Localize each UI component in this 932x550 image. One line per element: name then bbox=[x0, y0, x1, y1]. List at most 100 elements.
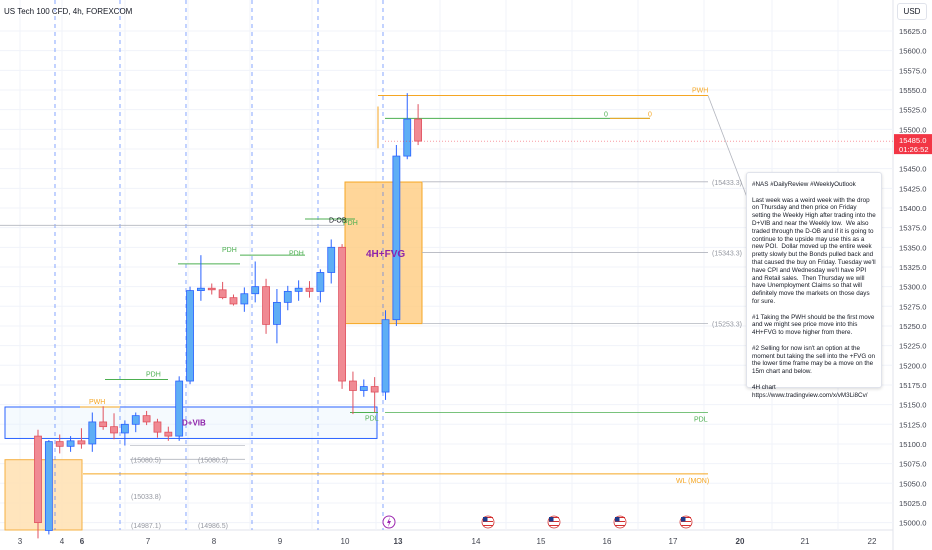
candle-bearish[interactable] bbox=[142, 410, 151, 426]
candle-bullish[interactable] bbox=[186, 286, 194, 385]
fvg-zone-box bbox=[344, 181, 423, 325]
candle-bullish[interactable] bbox=[403, 93, 412, 160]
flag-canton bbox=[681, 517, 686, 522]
candle-bullish[interactable] bbox=[359, 379, 368, 397]
candle-body bbox=[88, 421, 97, 445]
candle-body bbox=[55, 441, 64, 447]
candle-bearish[interactable] bbox=[262, 278, 270, 334]
candle-bearish[interactable] bbox=[338, 244, 346, 389]
candle-bullish[interactable] bbox=[327, 239, 336, 284]
candle-bullish[interactable] bbox=[251, 261, 260, 303]
candle-bullish[interactable] bbox=[294, 280, 303, 301]
pdh-label: PDH bbox=[343, 220, 358, 227]
candle-body bbox=[77, 440, 86, 445]
candle-bearish[interactable] bbox=[349, 371, 357, 415]
candle-bullish[interactable] bbox=[273, 289, 281, 344]
time-tick-label: 22 bbox=[868, 537, 877, 546]
idea-note: #NAS #DailyReview #WeeklyOutlook Last we… bbox=[746, 172, 882, 399]
flag-stripe bbox=[681, 519, 691, 520]
candle-bullish[interactable] bbox=[240, 287, 249, 312]
candle-bearish[interactable] bbox=[229, 294, 238, 306]
candle-body bbox=[207, 287, 216, 291]
chart-title: US Tech 100 CFD, 4h, FOREXCOM bbox=[4, 7, 133, 16]
candle-bullish[interactable] bbox=[283, 285, 292, 311]
candle-bearish[interactable] bbox=[305, 281, 314, 298]
candle-bearish[interactable] bbox=[218, 281, 227, 300]
price-tick-label: 15200.0 bbox=[899, 361, 926, 370]
candle-bearish[interactable] bbox=[34, 429, 42, 539]
lightning-event-icon[interactable] bbox=[382, 515, 396, 529]
price-tick-label: 15300.0 bbox=[899, 283, 926, 292]
candle-bullish[interactable] bbox=[392, 145, 401, 326]
candle-bearish[interactable] bbox=[370, 377, 379, 413]
candle-bullish[interactable] bbox=[131, 412, 140, 433]
price-tick-label: 15425.0 bbox=[899, 184, 926, 193]
us-flag-event-icon[interactable] bbox=[547, 515, 561, 529]
candles[interactable] bbox=[34, 93, 423, 539]
fvg-label: 4H+FVG bbox=[366, 249, 405, 260]
candle-bullish[interactable] bbox=[196, 255, 205, 301]
flag-stripe bbox=[549, 523, 559, 524]
candle-body bbox=[186, 290, 194, 382]
price-tick-label: 15050.0 bbox=[899, 479, 926, 488]
pwh-label-right: PWH bbox=[692, 88, 708, 95]
fib-zero-label: 0 bbox=[604, 111, 608, 118]
currency-button[interactable]: USD bbox=[897, 3, 927, 20]
candle-bullish[interactable] bbox=[316, 269, 325, 303]
pdl-label-left: PDL bbox=[365, 416, 379, 423]
flag-stripe bbox=[549, 521, 559, 522]
lightning-glyph bbox=[387, 517, 391, 527]
candle-bullish[interactable] bbox=[175, 376, 184, 441]
weekly-low-label: WL (MON) bbox=[676, 478, 709, 485]
us-flag-event-icon[interactable] bbox=[481, 515, 495, 529]
price-tick-label: 15350.0 bbox=[899, 243, 926, 252]
candle-bearish[interactable] bbox=[110, 413, 118, 440]
current-price-badge bbox=[894, 134, 932, 155]
time-axis[interactable]: 3 4 6 7 8 9 10 13 14 15 16 17 20 21 22 bbox=[18, 537, 877, 546]
fvg-level-label: (15433.3) bbox=[712, 180, 742, 187]
us-flag-event-icon[interactable] bbox=[613, 515, 627, 529]
flag-stripe bbox=[681, 521, 691, 522]
vib-level-label: (15080.5) bbox=[198, 457, 228, 464]
price-tick-label: 15225.0 bbox=[899, 342, 926, 351]
price-axis[interactable]: 15625.0 15600.0 15575.0 15550.0 15525.0 15500… bbox=[385, 27, 932, 528]
price-tick-label: 15400.0 bbox=[899, 204, 926, 213]
candle-body bbox=[66, 440, 75, 447]
candle-body bbox=[294, 287, 303, 292]
candle-body bbox=[34, 435, 42, 524]
candle-bullish[interactable] bbox=[88, 412, 97, 452]
candle-body bbox=[316, 272, 325, 292]
time-tick-label: 16 bbox=[603, 537, 612, 546]
price-tick-label: 15100.0 bbox=[899, 440, 926, 449]
time-tick-label: 9 bbox=[278, 537, 283, 546]
weekly-zone-box bbox=[4, 459, 83, 531]
candle-bearish[interactable] bbox=[207, 283, 216, 295]
flag-stripe bbox=[483, 525, 493, 526]
candle-body bbox=[414, 118, 423, 142]
flag-stripe bbox=[681, 523, 691, 524]
time-tick-label: 7 bbox=[146, 537, 151, 546]
candle-body bbox=[273, 301, 281, 325]
flag-stripe bbox=[549, 525, 559, 526]
candle-bullish[interactable] bbox=[120, 420, 129, 446]
candle-bearish[interactable] bbox=[153, 418, 162, 438]
flag-stripe bbox=[615, 519, 625, 520]
time-tick-label: 6 bbox=[80, 537, 85, 546]
time-tick-label: 20 bbox=[736, 537, 745, 546]
pdl-label-right: PDL bbox=[694, 417, 708, 424]
candle-bearish[interactable] bbox=[77, 428, 86, 449]
us-flag-event-icon[interactable] bbox=[679, 515, 693, 529]
candle-bullish[interactable] bbox=[66, 436, 75, 452]
candle-bearish[interactable] bbox=[99, 406, 108, 430]
candle-bearish[interactable] bbox=[164, 426, 173, 441]
candle-bearish[interactable] bbox=[55, 434, 64, 454]
flag-stripe bbox=[483, 523, 493, 524]
price-tick-label: 15075.0 bbox=[899, 460, 926, 469]
candle-body bbox=[131, 415, 140, 425]
candle-bullish[interactable] bbox=[44, 440, 53, 535]
candle-bullish[interactable] bbox=[381, 310, 390, 400]
event-markers[interactable] bbox=[382, 515, 693, 529]
fvg-level-label: (15343.3) bbox=[712, 251, 742, 258]
time-tick-label: 4 bbox=[60, 537, 65, 546]
